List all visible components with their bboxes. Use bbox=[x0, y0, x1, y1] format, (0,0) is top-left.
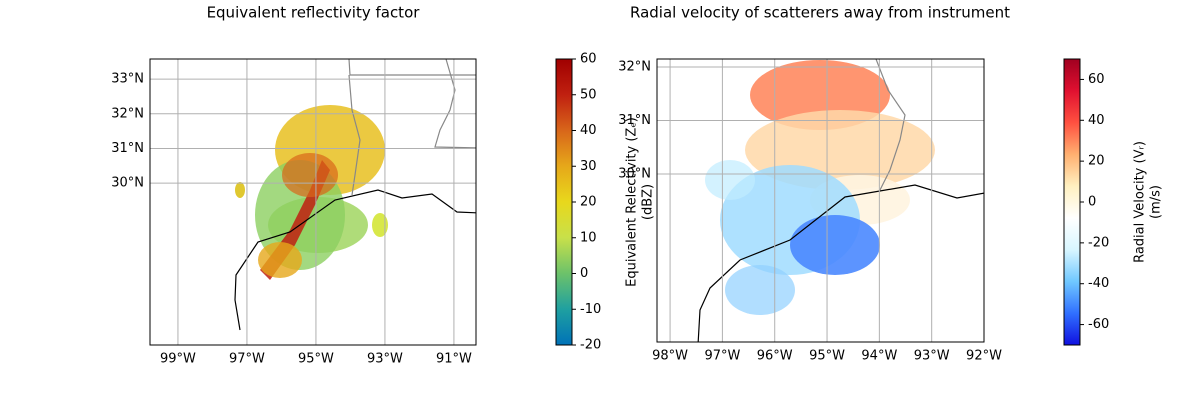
y-tick-label: 31°N bbox=[111, 141, 144, 156]
colorbar-tick-label: 10 bbox=[580, 230, 597, 245]
x-tick-label: 97°W bbox=[229, 352, 265, 367]
colorbar-tick-label: 50 bbox=[580, 87, 597, 102]
x-tick-label: 95°W bbox=[809, 349, 845, 364]
y-tick-label: 32°N bbox=[618, 60, 651, 75]
x-tick-label: 93°W bbox=[914, 349, 950, 364]
x-tick-label: 95°W bbox=[298, 352, 334, 367]
borders bbox=[697, 59, 984, 342]
x-tick-label: 91°W bbox=[436, 352, 472, 367]
map-title: Equivalent reflectivity factor bbox=[207, 4, 421, 22]
y-tick-label: 30°N bbox=[111, 176, 144, 191]
colorbar-tick-label: 60 bbox=[580, 52, 597, 67]
x-tick-label: 92°W bbox=[966, 349, 1002, 364]
x-tick-label: 97°W bbox=[704, 349, 740, 364]
map-title: Radial velocity of scatterers away from … bbox=[630, 4, 1010, 22]
y-tick-label: 31°N bbox=[618, 113, 651, 128]
x-tick-label: 98°W bbox=[652, 349, 688, 364]
colorbar-tick-label: 0 bbox=[1088, 195, 1096, 210]
map-frame bbox=[656, 58, 985, 343]
colorbar-tick-label: 30 bbox=[580, 159, 597, 174]
x-tick-label: 94°W bbox=[861, 349, 897, 364]
colorbar-tick-label: -20 bbox=[580, 338, 601, 353]
colorbar-label: (m/s) bbox=[1149, 185, 1164, 219]
colorbar-tick-label: -10 bbox=[580, 302, 601, 317]
reflectivity-field bbox=[235, 105, 388, 280]
colorbar-tick-label: 0 bbox=[580, 266, 588, 281]
colorbar-label: (dBZ) bbox=[641, 184, 656, 220]
velocity-field bbox=[705, 60, 935, 315]
colorbar-tick-label: 40 bbox=[1088, 113, 1105, 128]
colorbar-tick-label: 60 bbox=[1088, 72, 1105, 87]
x-tick-label: 99°W bbox=[160, 352, 196, 367]
colorbar-label: Radial Velocity (Vᵣ) bbox=[1133, 141, 1148, 263]
colorbar-tick-label: -20 bbox=[1088, 235, 1109, 250]
x-tick-label: 93°W bbox=[367, 352, 403, 367]
colorbar bbox=[555, 58, 573, 346]
colorbar-tick-label: 20 bbox=[1088, 154, 1105, 169]
y-tick-label: 30°N bbox=[618, 167, 651, 182]
colorbar-tick-label: -40 bbox=[1088, 276, 1109, 291]
colorbar-label: Equivalent Relectivity (Zₑ) bbox=[625, 117, 640, 287]
colorbar-tick-label: -60 bbox=[1088, 317, 1109, 332]
x-tick-label: 96°W bbox=[757, 349, 793, 364]
colorbar-tick-label: 20 bbox=[580, 195, 597, 210]
map-frame bbox=[149, 58, 477, 346]
colorbar bbox=[1063, 58, 1081, 346]
y-tick-label: 32°N bbox=[111, 106, 144, 121]
y-tick-label: 33°N bbox=[111, 72, 144, 87]
colorbar-tick-label: 40 bbox=[580, 123, 597, 138]
